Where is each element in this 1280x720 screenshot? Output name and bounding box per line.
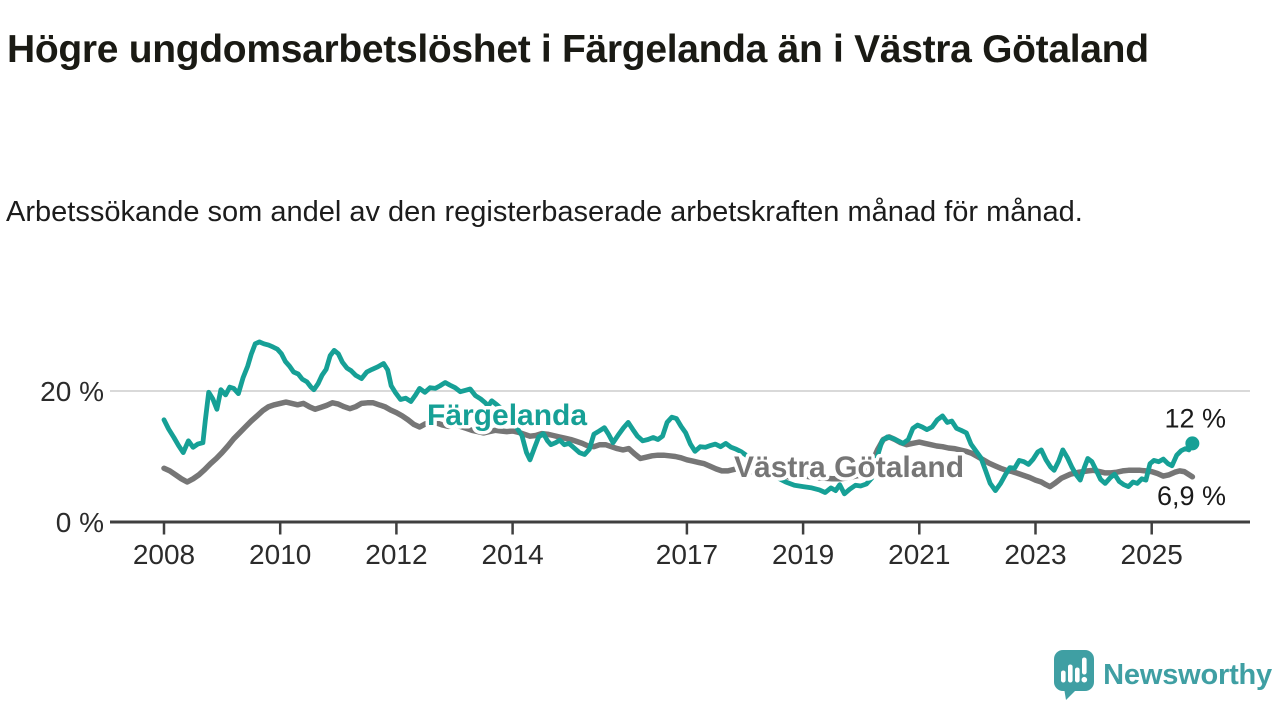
chart-labels: 6,9 % 12 % Västra Götaland Färgelanda	[424, 396, 1227, 511]
end-value-label-Västra Götaland: 6,9 %	[1157, 481, 1226, 511]
chart-series	[161, 339, 1200, 497]
newsworthy-logo: Newsworthy	[1054, 650, 1272, 700]
y-tick-label-20: 20 %	[40, 376, 104, 407]
x-tick-label-2008: 2008	[133, 539, 195, 570]
x-tick-label-2012: 2012	[365, 539, 427, 570]
newsworthy-logo-text: Newsworthy	[1103, 658, 1272, 691]
x-tick-label-2017: 2017	[656, 539, 718, 570]
x-tick-label-2023: 2023	[1004, 539, 1066, 570]
chart-subtitle: Arbetssökande som andel av den registerb…	[6, 196, 1083, 228]
series-name-label-Västra Götaland: Västra Götaland	[734, 451, 964, 484]
series-line-Färgelanda	[161, 339, 1195, 497]
x-tick-label-2021: 2021	[888, 539, 950, 570]
end-value-label-Färgelanda: 12 %	[1164, 403, 1226, 433]
y-tick-label-0: 0 %	[56, 507, 104, 538]
page-title: Högre ungdomsarbetslöshet i Färgelanda ä…	[7, 28, 1149, 71]
chart-axis: 2008 2010 2012 2014 2017 2019 2021 2023 2025 20 %…	[40, 376, 1250, 570]
series-end-dot-Färgelanda	[1185, 436, 1200, 451]
x-tick-label-2025: 2025	[1121, 539, 1183, 570]
series-name-label-Färgelanda: Färgelanda	[427, 399, 587, 432]
x-tick-label-2014: 2014	[481, 539, 543, 570]
series-line-Västra Götaland	[161, 399, 1196, 490]
x-tick-label-2010: 2010	[249, 539, 311, 570]
newsworthy-speech-bubble-bars-icon	[1054, 650, 1095, 700]
x-tick-label-2019: 2019	[772, 539, 834, 570]
